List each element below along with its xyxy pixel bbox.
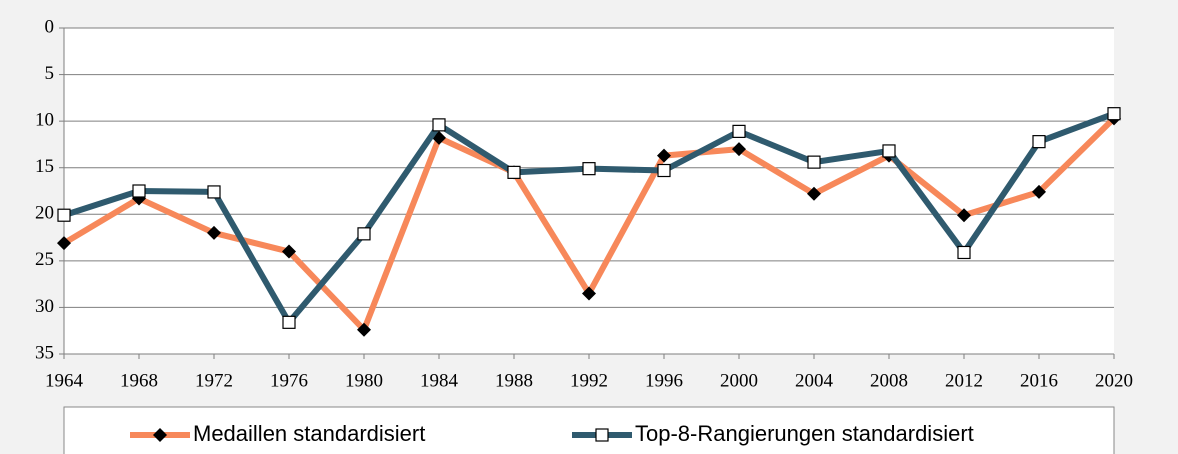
marker	[957, 208, 971, 223]
marker	[732, 124, 746, 138]
y-tick-label: 0	[45, 16, 55, 37]
x-tick-label: 1972	[195, 370, 233, 391]
x-tick-label: 2008	[870, 370, 908, 391]
y-tick-label: 30	[35, 296, 54, 317]
x-tick-label: 2012	[945, 370, 983, 391]
marker	[1032, 184, 1046, 199]
y-tick-label: 20	[35, 203, 54, 224]
x-tick-label: 1968	[120, 370, 158, 391]
x-tick-label: 1992	[570, 370, 608, 391]
x-tick-label: 1980	[345, 370, 383, 391]
legend-label: Top-8-Rangierungen standardisiert	[635, 421, 974, 446]
x-tick-label: 1988	[495, 370, 533, 391]
marker	[1107, 107, 1121, 121]
marker	[153, 428, 167, 442]
marker	[957, 245, 971, 260]
y-tick-label: 5	[45, 63, 55, 84]
x-tick-label: 1984	[420, 370, 459, 391]
y-tick-label: 10	[35, 110, 54, 131]
marker	[732, 142, 746, 157]
marker	[582, 286, 596, 301]
x-tick-label: 2000	[720, 370, 758, 391]
x-tick-label: 1976	[270, 370, 308, 391]
marker	[882, 144, 896, 158]
marker	[57, 236, 71, 251]
marker	[807, 186, 821, 201]
x-tick-label: 2004	[795, 370, 834, 391]
x-tick-label: 1996	[645, 370, 683, 391]
marker	[282, 244, 296, 259]
marker	[657, 163, 671, 178]
x-tick-label: 2020	[1095, 370, 1133, 391]
x-tick-label: 1964	[45, 370, 84, 391]
marker	[432, 118, 446, 132]
marker	[132, 184, 146, 198]
y-tick-label: 15	[35, 156, 54, 177]
marker	[595, 428, 609, 442]
marker	[57, 208, 71, 222]
marker	[357, 322, 371, 337]
marker	[357, 227, 371, 241]
marker	[282, 315, 296, 329]
marker	[582, 162, 596, 176]
y-tick-label: 35	[35, 342, 54, 363]
marker	[207, 225, 221, 240]
plot-area	[64, 28, 1114, 354]
marker	[207, 185, 221, 199]
marker	[657, 148, 671, 163]
marker	[507, 165, 521, 179]
x-tick-label: 2016	[1020, 370, 1058, 391]
legend-label: Medaillen standardisiert	[193, 421, 425, 446]
legend-box	[63, 406, 1115, 454]
marker	[1032, 135, 1046, 149]
marker	[807, 155, 821, 169]
y-tick-label: 25	[35, 249, 54, 270]
